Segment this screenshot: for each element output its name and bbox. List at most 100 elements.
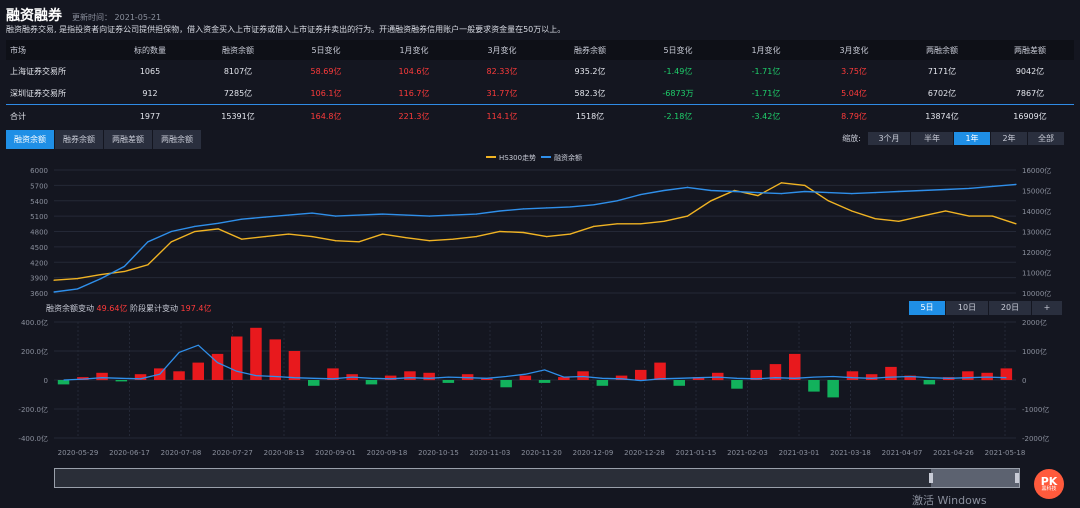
change-bar: [500, 380, 512, 388]
table-row: 合计 1977 15391亿 164.8亿 221.3亿 114.1亿 1518亿 -2.18…: [6, 104, 1074, 127]
cumulative-line: [63, 344, 1007, 382]
subchart-label-2: 阶段累计变动: [130, 304, 178, 313]
table-cell: 106.1亿: [310, 88, 342, 98]
y-left-tick-label: 4200: [30, 259, 48, 267]
hs300-line-point: [663, 220, 665, 222]
change-bar: [962, 371, 974, 380]
zoom-6m-button[interactable]: 半年: [911, 132, 953, 145]
hs300-line-point: [147, 264, 149, 266]
change-bar: [327, 368, 339, 380]
brand-badge: PK 黑科技: [1034, 469, 1064, 499]
balance-line-point: [874, 192, 876, 194]
hs300-line-point: [311, 236, 313, 238]
balance-line-point: [804, 190, 806, 193]
range-slider[interactable]: [54, 468, 1020, 488]
y-left-tick-label: 5100: [30, 213, 48, 221]
change-bar: [269, 339, 281, 380]
x-tick-label: 2020-09-01: [315, 449, 356, 457]
hs300-line-point: [593, 225, 595, 227]
change-bar: [731, 380, 743, 389]
zoom-all-button[interactable]: 全部: [1028, 132, 1064, 145]
y-left-tick-label: 5400: [30, 198, 48, 206]
period-5d-button[interactable]: 5日: [909, 301, 945, 315]
table-cell: -6873万: [662, 88, 694, 98]
table-cell: 116.7亿: [398, 88, 430, 98]
range-handle-right[interactable]: [1015, 473, 1019, 483]
change-bar: [654, 362, 666, 380]
balance-line-point: [288, 214, 290, 216]
y2-left-tick-label: 400.0亿: [21, 318, 48, 327]
table-cell: 16909亿: [986, 104, 1074, 127]
updated-label: 更新时间： 2021-05-21: [72, 13, 162, 22]
hs300-line-point: [53, 279, 55, 281]
period-20d-button[interactable]: 20日: [989, 301, 1031, 315]
change-bar: [423, 372, 435, 381]
balance-line-point: [945, 188, 947, 191]
zoom-label: 缩放:: [842, 134, 861, 143]
tab-securities-lending-balance[interactable]: 融券余额: [55, 130, 103, 149]
zoom-3m-button[interactable]: 3个月: [868, 132, 910, 145]
y-left-tick-label: 4500: [30, 244, 48, 252]
tab-financing-balance[interactable]: 融资余额: [6, 130, 54, 149]
change-bar: [808, 380, 820, 392]
change-bar: [712, 372, 724, 381]
table-cell: 深圳证券交易所: [10, 88, 66, 98]
table-cell: 上海证券交易所: [10, 66, 66, 76]
y-left-tick-label: 3600: [30, 290, 48, 298]
change-bar: [904, 375, 916, 380]
period-add-button[interactable]: +: [1032, 301, 1062, 315]
change-bar: [442, 380, 455, 383]
tab-margin-balance[interactable]: 两融余额: [153, 130, 201, 149]
x-tick-label: 2020-09-18: [367, 449, 408, 457]
zoom-2y-button[interactable]: 2年: [991, 132, 1027, 145]
hs300-line-point: [358, 241, 360, 243]
hs300-line-point: [194, 230, 196, 233]
balance-line-point: [733, 190, 736, 193]
change-bar: [250, 327, 262, 380]
period-10d-button[interactable]: 10日: [946, 301, 988, 315]
column-header: 1月变化: [370, 40, 458, 60]
hs300-line-point: [217, 228, 219, 230]
hs300-line-point: [288, 233, 290, 235]
table-cell: 31.77亿: [486, 88, 518, 98]
balance-line-point: [123, 265, 125, 267]
balance-line-point: [381, 213, 384, 215]
change-bar: [57, 380, 70, 385]
balance-line-point: [827, 192, 829, 194]
balance-line-point: [522, 208, 524, 210]
hs300-line-point: [452, 238, 454, 240]
x-tick-label: 2021-04-07: [882, 449, 923, 457]
balance-line-point: [921, 189, 923, 192]
hs300-line-point: [241, 238, 243, 240]
zoom-1y-button[interactable]: 1年: [954, 132, 990, 145]
range-handle-left[interactable]: [929, 473, 933, 483]
x-tick-label: 2021-02-03: [727, 449, 768, 457]
change-bar: [673, 380, 685, 386]
hs300-line-point: [757, 195, 759, 197]
hs300-line-point: [780, 182, 783, 184]
balance-line-point: [780, 193, 783, 195]
y2-left-tick-label: 200.0亿: [21, 347, 48, 356]
hs300-line-point: [921, 215, 923, 217]
x-tick-label: 2021-03-01: [779, 449, 820, 457]
hs300-line-point: [428, 240, 430, 242]
change-bar: [231, 336, 243, 380]
y-left-tick-label: 4800: [30, 229, 48, 237]
x-tick-label: 2020-05-29: [58, 449, 99, 457]
change-bar: [577, 371, 589, 380]
description: 融资融券交易, 是指投资者向证券公司提供担保物，借入资金买入上市证券或借入上市证…: [6, 25, 566, 34]
y-right-tick-label: 13000亿: [1022, 228, 1051, 237]
tab-margin-difference[interactable]: 两融差额: [104, 130, 152, 149]
balance-line-point: [147, 241, 149, 243]
table-cell: 912: [142, 88, 158, 98]
updated-date: 2021-05-21: [114, 13, 162, 22]
legend-balance-label: 融资余额: [554, 153, 582, 162]
table-cell: 15391亿: [194, 104, 282, 127]
hs300-line-point: [851, 210, 853, 212]
hs300-line-point: [616, 223, 618, 225]
hs300-line-point: [381, 233, 384, 235]
windows-watermark: 激活 Windows: [912, 494, 987, 507]
range-selection[interactable]: [931, 469, 1019, 487]
balance-line-point: [475, 213, 477, 215]
hs300-line: [53, 182, 1017, 281]
